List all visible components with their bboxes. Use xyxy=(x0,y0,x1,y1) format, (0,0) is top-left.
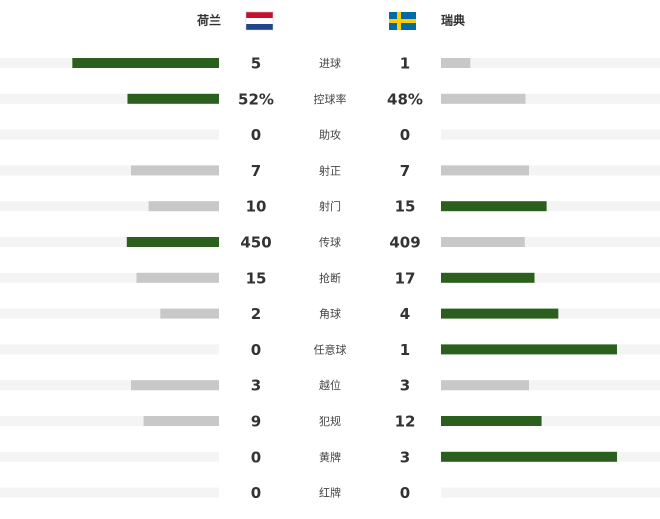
home-value: 10 xyxy=(246,198,267,216)
stat-label: 任意球 xyxy=(314,342,347,356)
track xyxy=(0,237,219,247)
away-value: 0 xyxy=(400,126,410,144)
netherlands-flag xyxy=(245,11,274,31)
stat-label: 越位 xyxy=(319,378,341,392)
away-bar xyxy=(441,201,547,212)
track xyxy=(441,201,660,212)
home-value: 2 xyxy=(251,305,261,323)
away-value: 15 xyxy=(395,198,416,216)
track xyxy=(441,487,660,498)
away-bar xyxy=(441,93,526,104)
home-value: 450 xyxy=(240,234,271,252)
home-bar xyxy=(131,165,219,176)
track xyxy=(441,93,660,104)
home-value: 0 xyxy=(251,484,261,502)
stat-label: 抢断 xyxy=(319,271,341,285)
track xyxy=(441,165,660,176)
track xyxy=(0,380,219,391)
stat-label: 射门 xyxy=(319,199,341,213)
away-bar xyxy=(441,165,529,176)
home-value: 7 xyxy=(251,162,261,180)
away-bar xyxy=(441,380,529,391)
track xyxy=(0,487,219,498)
away-value: 0 xyxy=(400,484,410,502)
home-bar xyxy=(131,380,219,391)
track xyxy=(441,129,660,140)
home-value: 15 xyxy=(246,269,267,287)
away-bar xyxy=(441,272,535,283)
track xyxy=(0,129,219,140)
home-bar xyxy=(126,237,219,247)
track xyxy=(0,165,219,176)
home-value: 9 xyxy=(251,413,261,431)
stat-label: 黄牌 xyxy=(319,450,341,464)
away-value: 1 xyxy=(400,341,410,359)
away-bar xyxy=(441,308,559,319)
home-bar xyxy=(127,93,219,104)
stat-label: 传球 xyxy=(319,235,341,249)
track xyxy=(441,58,660,68)
away-bar xyxy=(441,344,617,355)
away-value: 3 xyxy=(400,377,410,395)
away-value: 4 xyxy=(400,305,410,323)
track xyxy=(441,416,660,426)
home-value: 0 xyxy=(251,126,261,144)
stat-label: 进球 xyxy=(319,56,341,70)
track xyxy=(0,416,219,426)
track xyxy=(0,308,219,319)
home-value: 0 xyxy=(251,448,261,466)
sweden-flag xyxy=(389,12,416,30)
track xyxy=(441,272,660,283)
away-value: 17 xyxy=(395,269,416,287)
stat-label: 角球 xyxy=(319,307,341,321)
track xyxy=(0,451,219,462)
stat-label: 控球率 xyxy=(314,92,347,106)
track xyxy=(0,272,219,283)
away-bar xyxy=(441,58,471,68)
track xyxy=(0,201,219,212)
stat-label: 红牌 xyxy=(319,486,341,500)
stat-label: 射正 xyxy=(319,163,341,177)
away-value: 409 xyxy=(389,234,420,252)
away-team: 瑞典 xyxy=(441,13,465,28)
away-value: 3 xyxy=(400,448,410,466)
home-bar xyxy=(143,416,219,426)
home-value: 5 xyxy=(251,55,261,73)
away-bar xyxy=(441,451,617,462)
away-value: 1 xyxy=(400,55,410,73)
away-bar xyxy=(441,416,542,426)
home-value: 0 xyxy=(251,341,261,359)
stat-label: 犯规 xyxy=(319,414,341,428)
home-value: 52% xyxy=(238,90,274,108)
away-value: 12 xyxy=(395,413,416,431)
home-team: 荷兰 xyxy=(196,13,221,28)
home-bar xyxy=(72,58,219,68)
track xyxy=(0,344,219,355)
home-bar xyxy=(160,308,219,319)
home-value: 3 xyxy=(251,377,261,395)
home-bar xyxy=(148,201,219,212)
away-bar xyxy=(441,237,525,247)
away-value: 48% xyxy=(387,90,423,108)
home-bar xyxy=(136,272,219,283)
track xyxy=(441,237,660,247)
track xyxy=(441,380,660,391)
away-value: 7 xyxy=(400,162,410,180)
track xyxy=(0,93,219,104)
stat-label: 助攻 xyxy=(319,128,341,142)
